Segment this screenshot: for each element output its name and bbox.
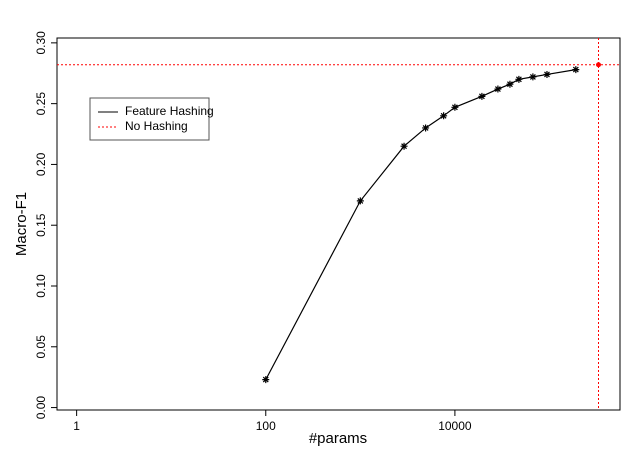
point-marker (529, 73, 537, 81)
x-tick-label: 10000 (438, 419, 472, 433)
series-line (265, 69, 576, 380)
y-tick-label: 0.10 (34, 274, 48, 298)
legend-box (89, 97, 210, 141)
y-axis-label: Macro-F1 (13, 192, 30, 256)
y-tick-label: 0.20 (34, 152, 48, 176)
y-tick-label: 0.25 (34, 92, 48, 116)
point-marker (478, 92, 486, 100)
point-marker (262, 376, 270, 384)
point-marker (451, 103, 459, 111)
x-tick-label: 100 (256, 419, 276, 433)
point-marker (400, 142, 408, 150)
point-marker (494, 85, 502, 93)
point-marker (422, 124, 430, 132)
point-marker (572, 66, 580, 74)
x-axis-label: #params (309, 430, 367, 447)
point-marker (440, 112, 448, 120)
point-marker (515, 75, 523, 83)
y-tick-label: 0.15 (34, 213, 48, 237)
x-tick-label: 1 (73, 419, 80, 433)
point-marker (543, 70, 551, 78)
legend-label: No Hashing (125, 119, 188, 133)
y-tick-label: 0.30 (34, 31, 48, 55)
point-marker (506, 80, 514, 88)
y-tick-label: 0.05 (34, 335, 48, 359)
y-tick-label: 0.00 (34, 396, 48, 420)
plot-frame (56, 37, 621, 411)
reference-point (596, 62, 602, 68)
point-marker (356, 197, 364, 205)
legend-label: Feature Hashing (125, 104, 214, 118)
